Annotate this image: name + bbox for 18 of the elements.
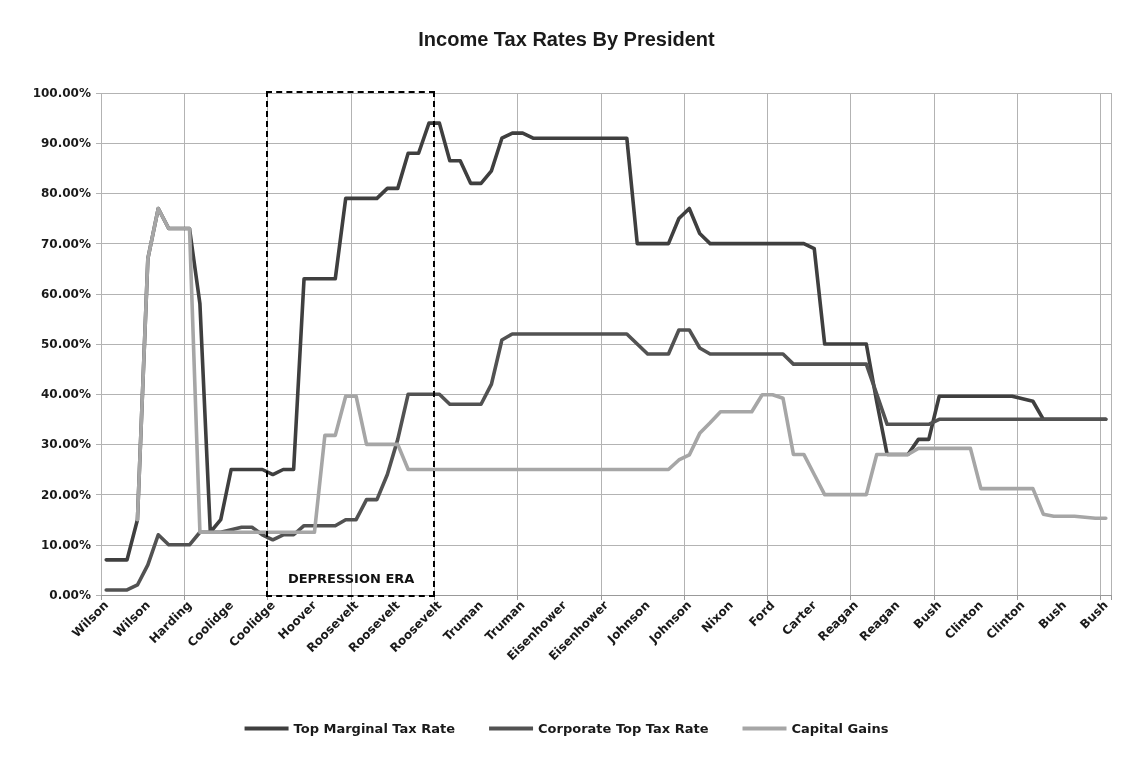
chart-title: Income Tax Rates By President: [418, 28, 716, 50]
y-tick-label: 70.00%: [41, 236, 91, 251]
y-tick-label: 80.00%: [41, 186, 91, 201]
y-tick-label: 60.00%: [41, 286, 91, 301]
annotation: DEPRESSION ERA: [287, 571, 415, 586]
line-series: [135, 206, 1108, 535]
y-tick-label: 30.00%: [41, 437, 91, 452]
y-tick-label: 40.00%: [41, 387, 91, 402]
y-tick-label: 10.00%: [41, 537, 91, 552]
y-tick-label: 100.00%: [32, 86, 91, 100]
legend-label: Corporate Top Tax Rate: [538, 721, 709, 736]
y-tick-label: 20.00%: [41, 487, 91, 502]
y-tick-label: 90.00%: [41, 136, 91, 151]
y-tick-label: 50.00%: [41, 337, 91, 351]
y-tick-label: 0.00%: [49, 588, 91, 602]
line-series: [104, 328, 1108, 592]
legend-label: Capital Gains: [791, 721, 889, 736]
legend-label: Top Marginal Tax Rate: [293, 721, 456, 736]
